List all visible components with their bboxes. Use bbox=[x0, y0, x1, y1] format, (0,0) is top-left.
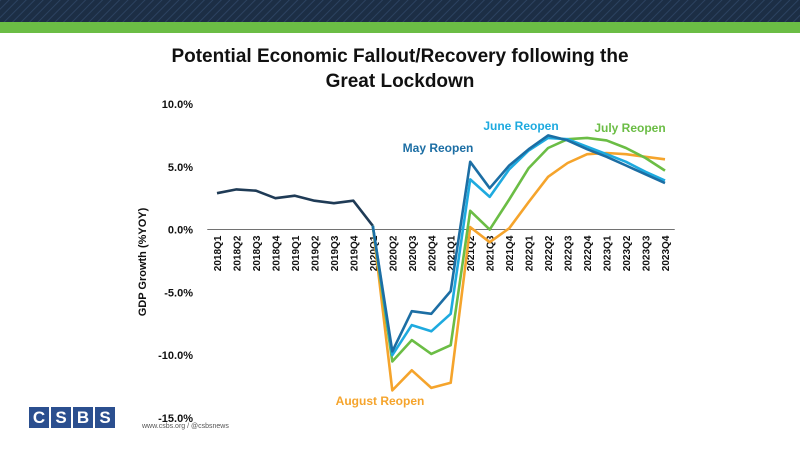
chart-title-line-1: Potential Economic Fallout/Recovery foll… bbox=[171, 46, 629, 67]
series-line-june bbox=[371, 136, 666, 357]
y-axis-label: GDP Growth (%YOY) bbox=[137, 207, 149, 316]
annotation-july: July Reopen bbox=[594, 121, 665, 135]
x-tick-label: 2022Q2 bbox=[544, 235, 555, 271]
x-tick-label: 2018Q3 bbox=[252, 235, 263, 271]
x-tick-label: 2023Q3 bbox=[642, 235, 653, 271]
x-tick-label: 2019Q3 bbox=[330, 235, 341, 271]
annotation-may: May Reopen bbox=[403, 141, 474, 155]
y-tick-label: -10.0% bbox=[158, 350, 193, 362]
annotation-august: August Reopen bbox=[336, 394, 425, 408]
header-pattern bbox=[0, 0, 800, 22]
annotation-june: June Reopen bbox=[483, 119, 558, 133]
x-tick-label: 2022Q3 bbox=[564, 235, 575, 271]
x-tick-label: 2021Q4 bbox=[505, 235, 516, 271]
logo-letter: C bbox=[29, 407, 49, 428]
x-tick-label: 2023Q4 bbox=[661, 235, 672, 271]
x-tick-label: 2022Q4 bbox=[583, 235, 594, 271]
x-tick-label: 2019Q1 bbox=[291, 235, 302, 271]
y-tick-label: 10.0% bbox=[162, 99, 193, 111]
x-tick-label: 2019Q4 bbox=[349, 235, 360, 271]
x-tick-label: 2020Q3 bbox=[408, 235, 419, 271]
header-band bbox=[0, 0, 800, 22]
y-tick-label: 0.0% bbox=[168, 225, 193, 237]
x-tick-label: 2018Q4 bbox=[271, 235, 282, 271]
header-green-strip bbox=[0, 22, 800, 33]
series-line-may bbox=[371, 134, 666, 353]
x-tick-label: 2020Q1 bbox=[369, 235, 380, 271]
x-tick-label: 2021Q2 bbox=[466, 235, 477, 271]
x-tick-label: 2018Q1 bbox=[213, 235, 224, 271]
y-tick-label: -15.0% bbox=[158, 413, 193, 425]
footer-url: www.csbs.org / @csbsnews bbox=[142, 423, 229, 430]
x-tick-label: 2022Q1 bbox=[525, 235, 536, 271]
x-tick-label: 2018Q2 bbox=[232, 235, 243, 271]
x-tick-label: 2023Q1 bbox=[603, 235, 614, 271]
chart-title: Potential Economic Fallout/Recovery foll… bbox=[100, 44, 700, 94]
logo-letter: B bbox=[73, 407, 93, 428]
series-line-historical bbox=[216, 188, 374, 227]
x-tick-label: 2023Q2 bbox=[622, 235, 633, 271]
x-tick-label: 2021Q1 bbox=[447, 235, 458, 271]
x-tick-label: 2020Q2 bbox=[388, 235, 399, 271]
x-tick-label: 2020Q4 bbox=[427, 235, 438, 271]
y-tick-label: 5.0% bbox=[168, 162, 193, 174]
y-tick-label: -5.0% bbox=[164, 287, 193, 299]
csbs-logo: C S B S bbox=[29, 407, 115, 428]
x-tick-label: 2019Q2 bbox=[310, 235, 321, 271]
series-line-july bbox=[371, 136, 666, 363]
x-tick-label: 2021Q3 bbox=[486, 235, 497, 271]
series-line-august bbox=[371, 151, 666, 392]
logo-letter: S bbox=[51, 407, 71, 428]
chart-title-line-2: Great Lockdown bbox=[325, 71, 475, 92]
logo-letter: S bbox=[95, 407, 115, 428]
